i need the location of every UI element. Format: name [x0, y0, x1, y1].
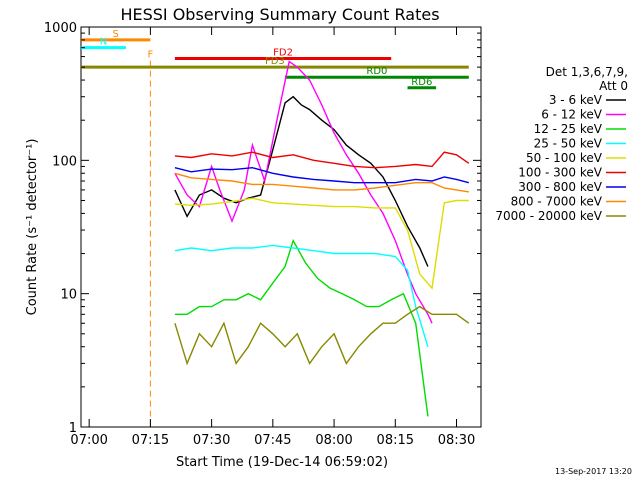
event-label-fd2: FD2 — [273, 48, 293, 59]
series-line-9 — [174, 305, 470, 366]
legend-label-1: 3 - 6 keV — [549, 93, 603, 107]
series-line-5 — [174, 197, 469, 290]
x-tick-label: 07:30 — [193, 433, 230, 448]
legend-label-5: 50 - 100 keV — [526, 151, 603, 165]
legend-label-8: 800 - 7000 keV — [511, 195, 603, 209]
legend-header-line-2: Att 0 — [599, 79, 628, 93]
legend-label-4: 25 - 50 keV — [534, 137, 603, 151]
y-axis-ticks: 1 10 100 1000 — [44, 21, 481, 436]
y-tick-label: 10 — [60, 288, 77, 303]
y-tick-label: 1 — [69, 421, 77, 436]
series-line-6 — [174, 151, 470, 169]
event-label-f: F — [148, 50, 154, 61]
x-tick-label: 08:30 — [438, 433, 475, 448]
y-axis-label: Count Rate (s⁻¹ detector⁻¹) — [25, 139, 40, 316]
chart-title: HESSI Observing Summary Count Rates — [120, 5, 439, 24]
series-line-7 — [174, 166, 469, 184]
y-tick-label: 1000 — [44, 21, 77, 36]
series-line-1 — [174, 95, 429, 267]
legend-label-7: 300 - 800 keV — [518, 180, 602, 194]
legend-label-6: 100 - 300 keV — [518, 166, 602, 180]
series-line-3 — [174, 238, 429, 417]
y-tick-label: 100 — [52, 154, 77, 169]
series-line-2 — [174, 60, 433, 324]
series-lines — [174, 60, 470, 417]
x-tick-label: 07:45 — [254, 433, 291, 448]
x-tick-label: 08:15 — [377, 433, 414, 448]
event-label-rd6: RD6 — [411, 77, 432, 88]
legend-label-3: 12 - 25 keV — [534, 122, 603, 136]
series-line-4 — [174, 244, 429, 347]
event-label-s: S — [113, 29, 119, 40]
x-tick-label: 07:15 — [132, 433, 169, 448]
x-axis-ticks: 07:00 07:15 07:30 07:45 08:00 08:15 08:30 — [70, 27, 475, 448]
x-axis-label: Start Time (19-Dec-14 06:59:02) — [176, 455, 388, 470]
event-label-fd3: FD3 — [265, 56, 285, 67]
series-line-8 — [174, 172, 469, 193]
legend-label-9: 7000 - 20000 keV — [495, 209, 602, 223]
legend-header-line-1: Det 1,3,6,7,9, — [546, 65, 628, 79]
x-tick-label: 07:00 — [70, 433, 107, 448]
event-label-n: N — [100, 37, 107, 48]
generated-timestamp: 13-Sep-2017 13:20 — [555, 467, 632, 476]
event-label-rd0: RD0 — [366, 66, 387, 77]
plot-frame — [80, 26, 482, 428]
x-tick-label: 08:00 — [315, 433, 352, 448]
legend-label-2: 6 - 12 keV — [541, 108, 603, 122]
